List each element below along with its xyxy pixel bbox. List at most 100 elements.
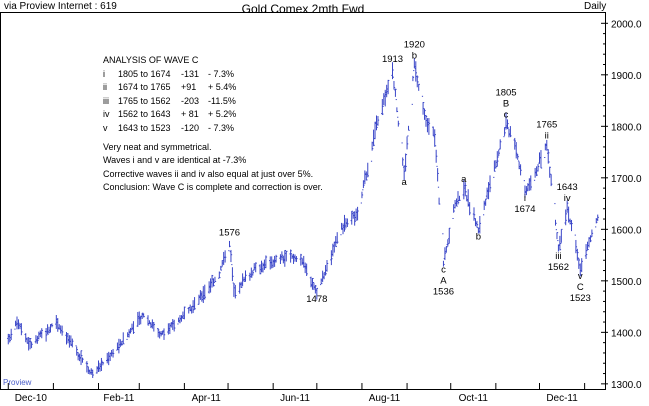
price-bar — [156, 328, 160, 338]
price-bar — [212, 278, 215, 287]
analysis-note: Waves i and v are identical at -7.3% — [103, 155, 247, 166]
price-bar — [24, 333, 27, 343]
price-bar — [417, 81, 420, 91]
price-bar — [586, 241, 589, 252]
price-bar — [280, 251, 284, 261]
price-bar — [421, 95, 425, 115]
wave-label: B — [503, 99, 509, 110]
price-bar — [37, 331, 41, 340]
wave-number: iv — [103, 109, 110, 120]
y-axis: 1300.0 1400.0 1500.0 1600.0 1700.0 1800.0 1900… — [601, 19, 642, 391]
price-bar — [455, 198, 458, 207]
wave-label: ii — [545, 130, 549, 141]
y-tick-label: 1300.0 — [611, 380, 642, 391]
price-bar — [370, 141, 374, 162]
wave-percent: - 7.3% — [208, 68, 235, 79]
price-bar — [251, 270, 254, 276]
price-bar — [401, 142, 404, 166]
price-bar — [484, 198, 487, 206]
price-bar — [305, 263, 308, 277]
price-bar — [27, 336, 30, 351]
price-bar — [312, 281, 316, 291]
wave-label: b — [412, 51, 417, 62]
wave-label: b — [476, 231, 481, 242]
price-bar — [539, 150, 543, 169]
price-bar — [372, 129, 375, 147]
price-bar — [407, 125, 410, 137]
price-bar — [290, 253, 294, 259]
price-bar — [515, 142, 518, 159]
price-bar — [416, 75, 419, 88]
price-bar — [528, 178, 531, 191]
price-bar — [9, 328, 13, 340]
price-bar — [293, 254, 297, 262]
x-tick-label: Dec-10 — [15, 393, 48, 404]
price-bar — [341, 223, 345, 235]
price-bar — [478, 216, 482, 234]
price-bar — [442, 233, 445, 267]
price-bar — [162, 328, 166, 340]
price-bar — [232, 282, 236, 297]
price-bar — [325, 260, 329, 272]
price-bar — [140, 312, 144, 319]
price-bar — [148, 320, 151, 325]
price-bar — [193, 297, 196, 310]
price-bar — [90, 368, 93, 375]
price-bar — [386, 79, 390, 95]
price-bar — [381, 99, 384, 116]
price-bar — [209, 278, 212, 293]
price-bar — [360, 191, 364, 204]
x-tick-label: Aug-11 — [369, 393, 401, 404]
y-tick-label: 1700.0 — [611, 174, 642, 185]
price-bar — [136, 311, 140, 327]
price-bar — [375, 115, 378, 131]
price-bar — [466, 189, 470, 207]
price-bar — [15, 316, 19, 330]
price-bar — [270, 256, 273, 269]
wave-label: iv — [564, 193, 571, 204]
price-bar — [97, 360, 100, 372]
wave-range: 1805 to 1674 — [118, 68, 171, 79]
price-bar — [356, 206, 359, 221]
price-bar — [168, 323, 172, 335]
price-bar — [75, 345, 78, 356]
price-bar — [200, 291, 204, 302]
price-bar — [404, 153, 407, 172]
price-bar — [472, 207, 476, 221]
price-bar — [354, 208, 358, 222]
price-bar — [40, 328, 43, 339]
price-bar — [111, 348, 115, 358]
price-bar — [424, 115, 428, 127]
price-bar — [392, 76, 396, 90]
analysis-row: iv 1562 to 1643 + 81 + 5.2% — [103, 108, 323, 122]
wave-label: 1576 — [219, 228, 240, 239]
wave-label: 1674 — [514, 204, 535, 215]
wave-label: 1913 — [382, 54, 403, 65]
price-bar — [71, 338, 74, 348]
wave-annotations: 157614781913a1920bcA1536abcB1805i1674ii1… — [219, 40, 591, 306]
price-bar — [499, 139, 502, 150]
price-bar — [366, 162, 369, 178]
price-bar — [7, 333, 10, 345]
wave-label: c — [504, 110, 509, 121]
price-bar — [129, 327, 132, 334]
analysis-note: Conclusion: Wave C is complete and corre… — [103, 182, 323, 193]
price-bar — [589, 235, 592, 243]
chart-title: Gold Comex 2mth Fwd — [241, 2, 365, 16]
wave-label: 1523 — [570, 293, 591, 304]
wave-label: iii — [555, 251, 561, 262]
price-bar — [158, 331, 161, 339]
price-bar — [584, 244, 588, 259]
price-bar — [353, 211, 356, 226]
price-bar — [98, 362, 102, 372]
price-bar — [315, 287, 319, 300]
price-bar — [66, 333, 70, 344]
price-bar — [142, 313, 145, 318]
price-bar — [229, 249, 233, 263]
price-bar — [122, 332, 125, 345]
price-bar — [555, 229, 559, 240]
wave-points: +91 — [181, 82, 197, 93]
y-tick-label: 1900.0 — [611, 71, 642, 82]
price-bar — [302, 255, 305, 268]
